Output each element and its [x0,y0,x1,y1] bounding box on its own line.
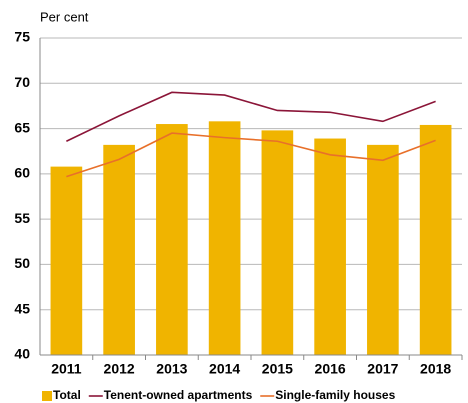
y-tick-label: 50 [14,255,30,271]
x-tick-label: 2015 [262,361,293,377]
y-tick-label: 55 [14,210,30,226]
legend-label: Total [53,388,81,402]
y-axis-label: Per cent [40,9,89,24]
x-tick-label: 2013 [156,361,187,377]
line [66,91,436,142]
y-tick-label: 60 [14,165,30,181]
bar [156,124,188,356]
x-tick-label: 2016 [315,361,346,377]
bar [261,130,294,355]
line [66,132,436,178]
bar [367,144,399,355]
legend-label: Tenent-owned apartments [104,388,253,402]
x-tick-label: 2011 [51,361,82,377]
y-tick-label: 40 [14,346,30,362]
y-tick-label: 45 [14,300,30,316]
y-tick-label: 65 [14,119,30,135]
bar [103,144,135,355]
x-tick-label: 2017 [367,361,398,377]
y-tick-label: 70 [14,74,30,90]
y-tick-label: 75 [14,29,30,45]
x-tick-label: 2012 [104,361,135,377]
legend-marker [42,391,52,401]
x-tick-label: 2014 [209,361,240,377]
x-tick-label: 2018 [420,361,451,377]
legend-label: Single-family houses [275,388,395,402]
bar [50,166,83,355]
bar [419,124,452,355]
bar [208,121,241,355]
bar [314,138,346,355]
